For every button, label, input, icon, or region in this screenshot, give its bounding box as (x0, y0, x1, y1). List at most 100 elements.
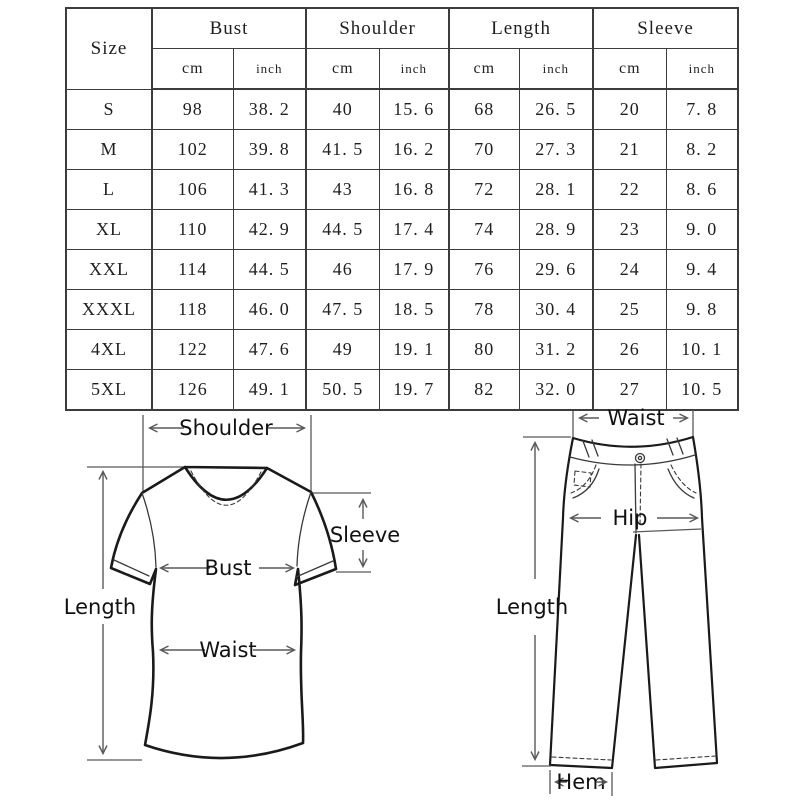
shirt-length-label: Length (64, 595, 136, 619)
size-cell: M (65, 129, 153, 170)
measurement-cell: 30. 4 (518, 289, 594, 330)
table-row: S 98 38. 2 40 15. 6 68 26. 5 20 7. 8 (65, 88, 739, 130)
unit-header-cm: cm (448, 48, 520, 90)
measurement-cell: 98 (151, 88, 234, 130)
measurement-cell: 27 (592, 369, 667, 411)
measurement-cell: 46 (305, 249, 380, 290)
measurement-cell: 9. 0 (665, 209, 739, 250)
measurement-cell: 19. 7 (378, 369, 450, 411)
size-cell: XXL (65, 249, 153, 290)
belt-loop-left (582, 439, 599, 458)
shirt-sleeve-label: Sleeve (330, 523, 400, 547)
unit-header-inch: inch (665, 48, 739, 90)
measurement-cell: 102 (151, 129, 234, 170)
measurement-cell: 7. 8 (665, 88, 739, 130)
coin-pocket (573, 470, 592, 488)
left-armhole-seam (141, 492, 157, 568)
measurement-cell: 118 (151, 289, 234, 330)
table-row: 4XL 122 47. 6 49 19. 1 80 31. 2 26 10. 1 (65, 329, 739, 370)
neckline-inner-seam (190, 470, 262, 506)
fly-seam (634, 463, 637, 534)
measurement-cell: 18. 5 (378, 289, 450, 330)
measurement-cell: 74 (448, 209, 520, 250)
measurement-cell: 106 (151, 169, 234, 210)
measurement-cell: 46. 0 (232, 289, 307, 330)
measurement-cell: 80 (448, 329, 520, 370)
measurement-cell: 28. 1 (518, 169, 594, 210)
measurement-cell: 19. 1 (378, 329, 450, 370)
measurement-cell: 15. 6 (378, 88, 450, 130)
measurement-cell: 26 (592, 329, 667, 370)
measurement-cell: 8. 2 (665, 129, 739, 170)
size-column-header: Size (65, 7, 153, 90)
size-cell: S (65, 88, 153, 130)
measurement-cell: 29. 6 (518, 249, 594, 290)
size-cell: XXXL (65, 289, 153, 330)
measurement-cell: 21 (592, 129, 667, 170)
unit-header-cm: cm (305, 48, 380, 90)
hem-stitch-left (551, 756, 612, 761)
pocket-left-stitch (570, 464, 597, 494)
measurement-cell: 27. 3 (518, 129, 594, 170)
unit-header-inch: inch (518, 48, 594, 90)
unit-header-cm: cm (151, 48, 234, 90)
pants-outline (548, 435, 719, 770)
hip-reference-line (632, 528, 702, 533)
measurement-cell: 17. 9 (378, 249, 450, 290)
size-cell: 4XL (65, 329, 153, 370)
pants-length-label: Length (496, 595, 568, 619)
measurement-cell: 47. 5 (305, 289, 380, 330)
table-row: M 102 39. 8 41. 5 16. 2 70 27. 3 21 8. 2 (65, 129, 739, 170)
measurement-cell: 28. 9 (518, 209, 594, 250)
measurement-cell: 110 (151, 209, 234, 250)
measurement-cell: 9. 8 (665, 289, 739, 330)
unit-header-cm: cm (592, 48, 667, 90)
right-armhole-seam (296, 491, 312, 567)
measurement-cell: 32. 0 (518, 369, 594, 411)
group-header-length: Length (448, 7, 594, 49)
left-cuff-seam (113, 559, 150, 577)
hem-stitch-right (655, 755, 717, 761)
button-hole (637, 455, 643, 461)
measurement-cell: 43 (305, 169, 380, 210)
measurement-cell: 70 (448, 129, 520, 170)
table-row: XL 110 42. 9 44. 5 17. 4 74 28. 9 23 9. … (65, 209, 739, 250)
measurement-cell: 9. 4 (665, 249, 739, 290)
measurement-cell: 17. 4 (378, 209, 450, 250)
measurement-cell: 10. 1 (665, 329, 739, 370)
size-cell: 5XL (65, 369, 153, 411)
pocket-right (667, 468, 695, 499)
measurement-cell: 8. 6 (665, 169, 739, 210)
measurement-cell: 47. 6 (232, 329, 307, 370)
measurement-cell: 23 (592, 209, 667, 250)
measurement-diagrams: Shoulder Length Sleeve Bust Waist (64, 408, 719, 796)
measurement-cell: 31. 2 (518, 329, 594, 370)
measurement-cell: 42. 9 (232, 209, 307, 250)
pants-hip-label: Hip (613, 506, 648, 530)
measurement-cell: 126 (151, 369, 234, 411)
measurement-cell: 50. 5 (305, 369, 380, 411)
belt-loop-right (666, 437, 684, 456)
measurement-cell: 68 (448, 88, 520, 130)
measurement-cell: 78 (448, 289, 520, 330)
measurement-cell: 16. 2 (378, 129, 450, 170)
measurement-cell: 44. 5 (232, 249, 307, 290)
measurement-cell: 122 (151, 329, 234, 370)
measurement-cell: 39. 8 (232, 129, 307, 170)
measurement-cell: 24 (592, 249, 667, 290)
size-chart-table: Size Bust Shoulder Length Sleeve cm inch… (65, 7, 740, 411)
table-row: 5XL 126 49. 1 50. 5 19. 7 82 32. 0 27 10… (65, 369, 739, 411)
pants-waist-label: Waist (607, 408, 664, 430)
measurement-cell: 10. 5 (665, 369, 739, 411)
tshirt-diagram: Shoulder Length Sleeve Bust Waist (64, 415, 400, 761)
shirt-waist-label: Waist (199, 638, 256, 662)
pocket-right-stitch (670, 464, 697, 494)
pants-diagram: Waist Hip Length Hem (496, 408, 719, 796)
measurement-cell: 49. 1 (232, 369, 307, 411)
tshirt-outline (109, 465, 338, 760)
unit-header-inch: inch (232, 48, 307, 90)
measurement-cell: 16. 8 (378, 169, 450, 210)
measurement-cell: 114 (151, 249, 234, 290)
measurement-cell: 72 (448, 169, 520, 210)
group-header-shoulder: Shoulder (305, 7, 450, 49)
